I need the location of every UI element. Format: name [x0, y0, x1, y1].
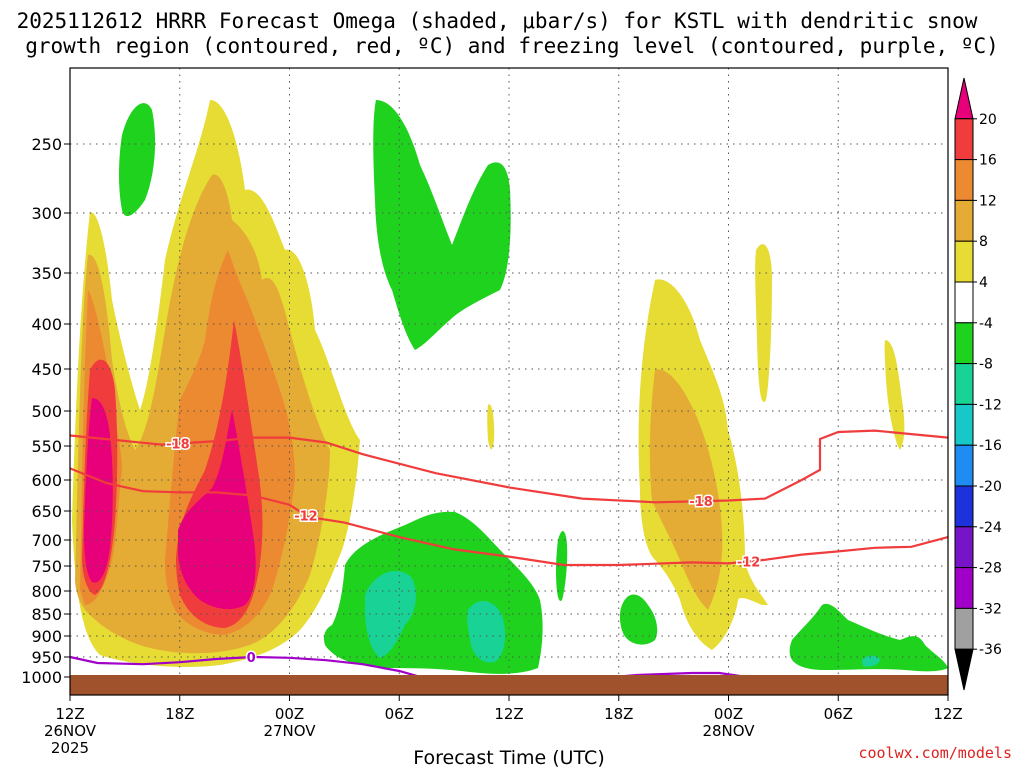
omega-band-neg8-neg12-lower-a — [365, 571, 416, 658]
x-axis-label: Forecast Time (UTC) — [413, 747, 604, 768]
omega-band-neg8-neg12-lower-b — [467, 600, 506, 663]
omega-band-neg4-neg8-small — [619, 594, 658, 645]
omega-band-neg4-neg8-top-left — [119, 103, 156, 217]
x-tick-label: 06Z — [385, 705, 414, 723]
colorbar-cap-top — [954, 77, 974, 120]
y-tick-label: 800 — [31, 582, 62, 601]
omega-band-neg4-neg8-thin — [556, 530, 568, 601]
colorbar-swatch — [954, 607, 974, 650]
colorbar-swatch — [954, 322, 974, 365]
plot-area: -18 -18 -12 -12 0 — [69, 67, 949, 696]
y-tick-label: 1000 — [21, 668, 62, 687]
omega-band-4-8-streak3 — [487, 404, 495, 450]
contour-label: -12 — [737, 555, 761, 570]
x-tick-label: 12Z — [933, 705, 962, 723]
colorbar-tick-label: -32 — [979, 601, 1002, 617]
omega-band-neg4-neg8-late — [789, 603, 948, 672]
colorbar-tick-label: -16 — [979, 438, 1002, 454]
colorbar-swatch — [954, 444, 974, 487]
colorbar-tick-label: 16 — [979, 153, 997, 169]
y-tick-label: 950 — [31, 648, 62, 667]
omega-core-gt20-event1 — [84, 398, 113, 583]
x-tick-label: 26NOV — [44, 722, 97, 740]
contour-label: -12 — [294, 510, 318, 525]
y-tick-label: 650 — [31, 502, 62, 521]
y-tick-label: 600 — [31, 471, 62, 490]
colorbar-tick-label: -20 — [979, 479, 1002, 495]
credit-text: coolwx.com/models — [858, 744, 1012, 762]
colorbar-tick-label: 4 — [979, 275, 988, 291]
x-tick-label: 18Z — [165, 705, 194, 723]
contour-label: -18 — [166, 438, 190, 453]
omega-band-neg4-neg8-upper — [373, 100, 511, 350]
y-tick-label: 550 — [31, 437, 62, 456]
colorbar-swatch — [954, 159, 974, 201]
colorbar: 20 16 12 8 4 -4 -8 -12 -16 -20 -24 -28 -32 -36 — [954, 77, 1002, 691]
colorbar-tick-label: -28 — [979, 561, 1002, 577]
chart-title: 2025112612 HRRR Forecast Omega (shaded, … — [17, 9, 999, 58]
colorbar-swatch — [954, 403, 974, 446]
colorbar-swatch — [954, 240, 974, 283]
y-tick-label: 250 — [31, 135, 62, 154]
y-tick-label: 400 — [31, 315, 62, 334]
colorbar-swatch — [954, 363, 974, 405]
colorbar-tick-label: 8 — [979, 234, 988, 250]
x-tick-label: 28NOV — [702, 722, 755, 740]
y-tick-label: 500 — [31, 402, 62, 421]
y-tick-label: 700 — [31, 531, 62, 550]
y-tick-label: 900 — [31, 627, 62, 646]
x-tick-label: 18Z — [604, 705, 633, 723]
colorbar-swatch — [954, 199, 974, 242]
y-tick-label: 750 — [31, 557, 62, 576]
gridlines — [70, 68, 948, 695]
colorbar-swatch — [954, 526, 974, 569]
x-tick-label: 12Z — [55, 705, 84, 723]
omega-core-gt20-event2 — [178, 410, 256, 610]
colorbar-swatch — [954, 118, 974, 161]
colorbar-cap-bottom — [954, 648, 974, 691]
x-tick-label: 00Z — [714, 705, 743, 723]
omega-band-4-8-streak2 — [884, 340, 905, 450]
omega-band-8-12-event2 — [649, 369, 723, 610]
contour-line — [69, 429, 949, 504]
colorbar-tick-label: 20 — [979, 112, 997, 128]
colorbar-tick-label: -24 — [979, 520, 1002, 536]
temperature-contours: -18 -18 -12 -12 0 — [69, 429, 949, 680]
contour-line — [69, 655, 428, 680]
y-tick-label: 300 — [31, 204, 62, 223]
colorbar-tick-label: -12 — [979, 397, 1002, 413]
colorbar-tick-label: -4 — [979, 316, 993, 332]
y-axis: 250 300 350 400 450 500 550 600 650 700 750 800 850 9… — [21, 135, 70, 687]
x-tick-label: 06Z — [824, 705, 853, 723]
x-tick-label: 2025 — [51, 739, 89, 757]
title-line-2: growth region (contoured, red, ºC) and f… — [25, 34, 999, 58]
y-tick-label: 850 — [31, 605, 62, 624]
ground-fill — [70, 675, 948, 695]
colorbar-swatch — [954, 281, 974, 324]
y-tick-label: 350 — [31, 264, 62, 283]
contour-line — [69, 467, 949, 567]
colorbar-tick-label: -8 — [979, 357, 993, 373]
contour-label: 0 — [247, 651, 256, 666]
contour-label: -18 — [689, 495, 713, 510]
y-tick-label: 450 — [31, 360, 62, 379]
x-tick-label: 00Z — [275, 705, 304, 723]
colorbar-swatch — [954, 567, 974, 609]
omega-band-4-8-streak1 — [755, 244, 772, 402]
x-tick-label: 27NOV — [263, 722, 316, 740]
colorbar-swatch — [954, 485, 974, 528]
x-tick-label: 12Z — [494, 705, 523, 723]
title-line-1: 2025112612 HRRR Forecast Omega (shaded, … — [17, 9, 978, 33]
colorbar-tick-label: -36 — [979, 642, 1002, 658]
colorbar-tick-label: 12 — [979, 193, 997, 209]
omega-band-neg8-neg12-late — [862, 655, 880, 667]
